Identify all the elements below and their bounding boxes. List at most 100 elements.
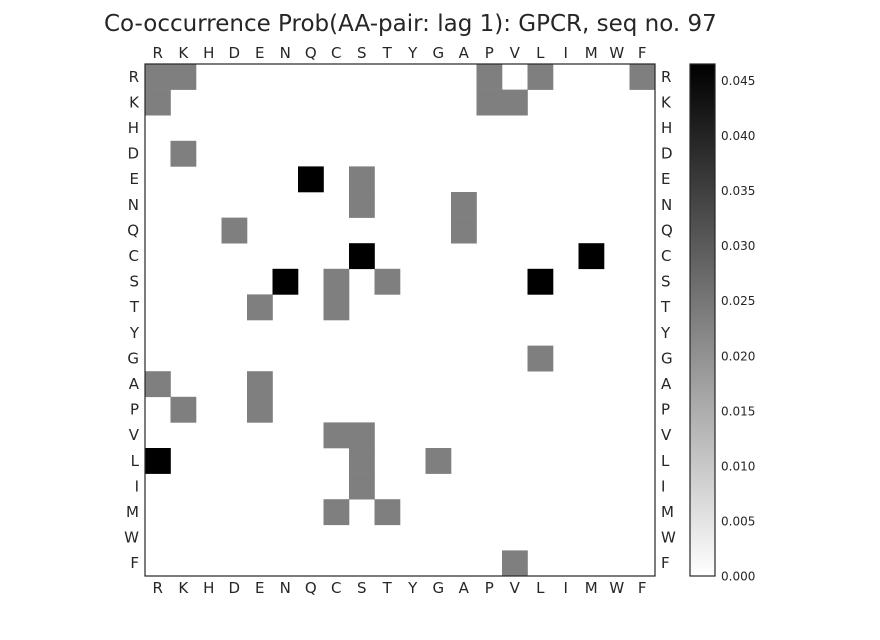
bottom-axis-label-T: T (382, 579, 393, 597)
right-axis-label-M: M (661, 503, 674, 521)
left-axis-label-P: P (130, 401, 139, 419)
heatmap-cell-A-E (247, 371, 273, 398)
left-axis-label-N: N (128, 196, 139, 214)
top-axis-label-L: L (536, 44, 545, 62)
left-axis-label-T: T (129, 298, 140, 316)
left-axis-label-R: R (129, 68, 139, 86)
left-axis-label-F: F (130, 554, 139, 572)
right-axis-label-N: N (661, 196, 672, 214)
heatmap-cell-S-T (374, 268, 401, 295)
top-axis-label-P: P (485, 44, 494, 62)
top-axis-label-Q: Q (305, 44, 317, 62)
right-axis-label-T: T (660, 298, 671, 316)
colorbar-tick-label: 0.045 (721, 74, 755, 88)
heatmap-cell-L-R (145, 448, 171, 474)
bottom-axis-label-N: N (280, 579, 291, 597)
heatmap-cell-M-C (323, 499, 350, 526)
heatmap-cell-G-L (527, 345, 554, 372)
right-axis-label-Q: Q (661, 221, 673, 239)
colorbar-tick-label: 0.020 (721, 349, 755, 363)
heatmap-cell-T-E (247, 294, 273, 321)
left-axis-label-H: H (128, 119, 139, 137)
heatmap-cell-E-Q (298, 166, 324, 193)
bottom-axis-label-D: D (228, 579, 240, 597)
heatmap-cells (145, 64, 656, 577)
colorbar-tick-label: 0.035 (721, 184, 755, 198)
colorbar-tick-label: 0.005 (721, 514, 755, 528)
right-axis-label-F: F (661, 554, 670, 572)
heatmap-cell-V-S (349, 422, 375, 449)
bottom-axis-label-A: A (459, 579, 470, 597)
right-axis-label-L: L (661, 452, 670, 470)
right-axis-label-C: C (661, 247, 671, 265)
bottom-axis-label-L: L (536, 579, 545, 597)
top-axis-label-W: W (609, 44, 624, 62)
heatmap-cell-C-M (578, 243, 605, 270)
bottom-axis-label-C: C (331, 579, 341, 597)
left-axis-label-S: S (129, 273, 139, 291)
heatmap-cell-R-P (476, 64, 503, 90)
left-axis-label-Q: Q (127, 221, 139, 239)
left-axis-label-M: M (126, 503, 139, 521)
left-axis-label-K: K (129, 93, 140, 111)
bottom-axis-label-P: P (485, 579, 494, 597)
plot-background (145, 64, 655, 576)
top-axis-label-H: H (203, 44, 214, 62)
left-axis-label-D: D (127, 145, 139, 163)
right-axis-label-W: W (661, 529, 676, 547)
right-axis-label-E: E (661, 170, 670, 188)
heatmap-cell-I-S (349, 473, 375, 500)
heatmap-cell-K-R (145, 89, 171, 116)
top-axis-label-K: K (178, 44, 189, 62)
heatmap-cell-C-S (349, 243, 375, 270)
bottom-axis-label-K: K (178, 579, 189, 597)
heatmap-cell-L-G (425, 448, 452, 474)
colorbar-tick-label: 0.015 (721, 404, 755, 418)
top-axis-label-S: S (357, 44, 367, 62)
heatmap-cell-P-E (247, 396, 273, 423)
right-axis-label-R: R (661, 68, 671, 86)
bottom-axis-label-I: I (564, 579, 568, 597)
right-axis-label-S: S (661, 273, 671, 291)
bottom-axis-label-V: V (510, 579, 521, 597)
colorbar: 0.000 0.005 0.010 0.015 0.020 0.025 0.030 0.035… (689, 63, 755, 584)
heatmap-cell-L-S (349, 448, 375, 474)
right-axis-label-I: I (661, 477, 665, 495)
top-axis-label-N: N (280, 44, 291, 62)
top-axis-label-A: A (459, 44, 470, 62)
left-axis-label-L: L (131, 452, 140, 470)
heatmap-cell-R-F (629, 64, 656, 90)
bottom-axis-label-W: W (609, 579, 624, 597)
bottom-axis-label-G: G (432, 579, 444, 597)
bottom-axis-label-H: H (203, 579, 214, 597)
bottom-axis-label-S: S (357, 579, 367, 597)
bottom-axis-label-E: E (255, 579, 264, 597)
heatmap-cell-M-T (374, 499, 401, 526)
left-axis-label-G: G (127, 349, 139, 367)
bottom-axis-label-Q: Q (305, 579, 317, 597)
heatmap-cell-E-S (349, 166, 375, 193)
heatmap-cell-A-R (145, 371, 171, 398)
heatmap-cell-F-V (502, 550, 528, 577)
top-axis-label-G: G (432, 44, 444, 62)
right-axis-label-V: V (661, 426, 672, 444)
heatmap-cell-S-C (323, 268, 350, 295)
bottom-axis-label-M: M (585, 579, 598, 597)
top-axis-label-D: D (228, 44, 240, 62)
heatmap-cell-D-K (170, 140, 197, 167)
heatmap-cell-K-P (476, 89, 503, 116)
colorbar-tick-label: 0.025 (721, 294, 755, 308)
left-axis-label-Y: Y (129, 324, 140, 342)
heatmap-cell-R-K (170, 64, 197, 90)
heatmap-cell-N-A (451, 192, 477, 218)
bottom-axis-label-F: F (638, 579, 647, 597)
left-axis-label-W: W (124, 529, 139, 547)
top-axis-label-E: E (255, 44, 264, 62)
top-axis-label-I: I (564, 44, 568, 62)
heatmap-cell-K-V (502, 89, 528, 116)
heatmap-cell-R-R (145, 64, 171, 90)
colorbar-tick-label: 0.010 (721, 459, 755, 473)
